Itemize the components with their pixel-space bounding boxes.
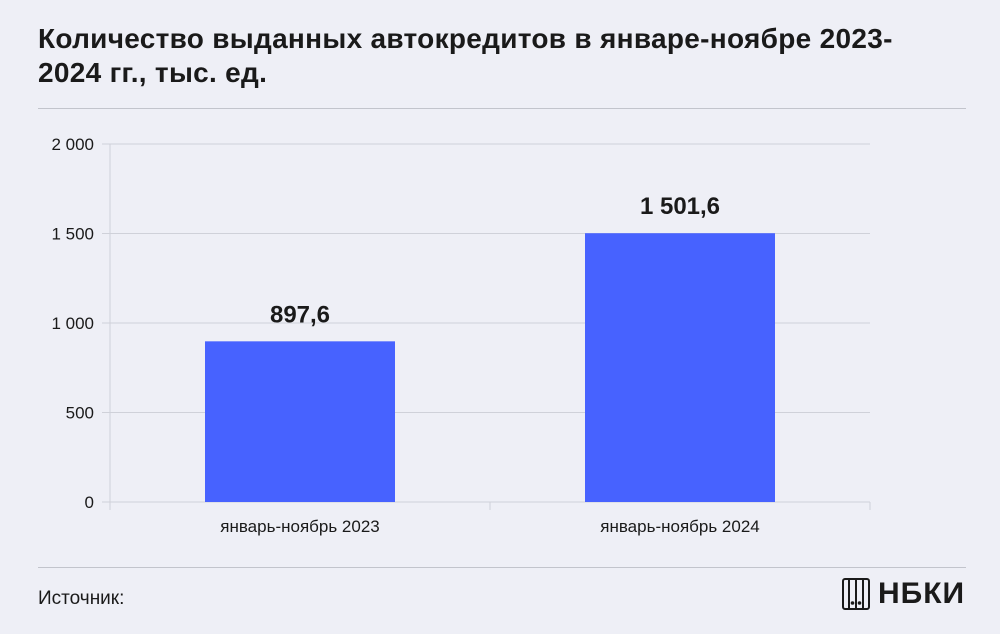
top-divider: [38, 108, 966, 109]
y-tick-label: 1 000: [51, 314, 94, 333]
source-label: Источник:: [38, 588, 125, 609]
y-axis: 0 500 1 000 1 500 2 000: [51, 135, 871, 512]
y-tick-label: 2 000: [51, 135, 94, 154]
chart-title: Количество выданных автокредитов в январ…: [38, 23, 893, 88]
bar: [205, 341, 395, 502]
nbki-logo-icon: [842, 578, 870, 610]
y-tick-label: 500: [66, 404, 94, 423]
data-label: 1 501,6: [640, 193, 720, 220]
data-label: 897,6: [270, 301, 330, 328]
nbki-logo: НБКИ: [842, 574, 972, 614]
bar-chart: 0 500 1 000 1 500 2 000 897,6 январь-ноябрь 2…: [51, 135, 871, 536]
bar: [585, 233, 775, 502]
x-tick-label: январь-ноябрь 2023: [220, 517, 380, 536]
labels: 897,6 январь-ноябрь 2023 1 501,6 январь-ноя…: [220, 193, 760, 536]
bottom-divider: [38, 567, 966, 568]
y-tick-label: 1 500: [51, 225, 94, 244]
y-tick-label: 0: [85, 493, 94, 512]
x-tick-label: январь-ноябрь 2024: [600, 517, 760, 536]
bars: [205, 233, 775, 502]
logo-text: НБКИ: [878, 577, 966, 610]
